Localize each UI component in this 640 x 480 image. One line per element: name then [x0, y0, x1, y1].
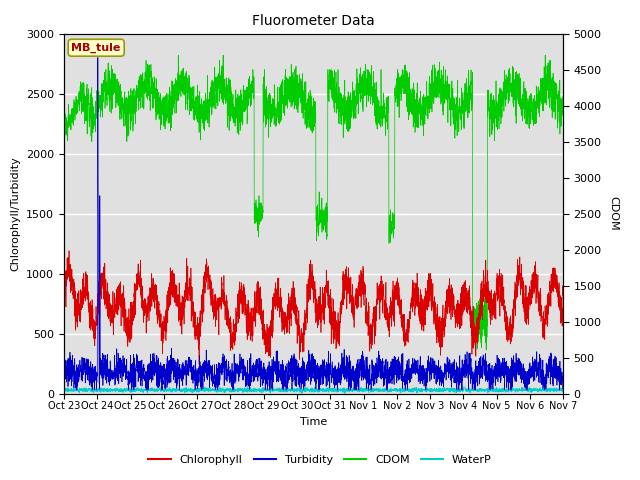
Legend: Chlorophyll, Turbidity, CDOM, WaterP: Chlorophyll, Turbidity, CDOM, WaterP [144, 451, 496, 469]
Text: MB_tule: MB_tule [72, 43, 121, 53]
X-axis label: Time: Time [300, 417, 327, 427]
Y-axis label: Chlorophyll/Turbidity: Chlorophyll/Turbidity [11, 156, 20, 271]
Y-axis label: CDOM: CDOM [609, 196, 618, 231]
Title: Fluorometer Data: Fluorometer Data [252, 14, 375, 28]
